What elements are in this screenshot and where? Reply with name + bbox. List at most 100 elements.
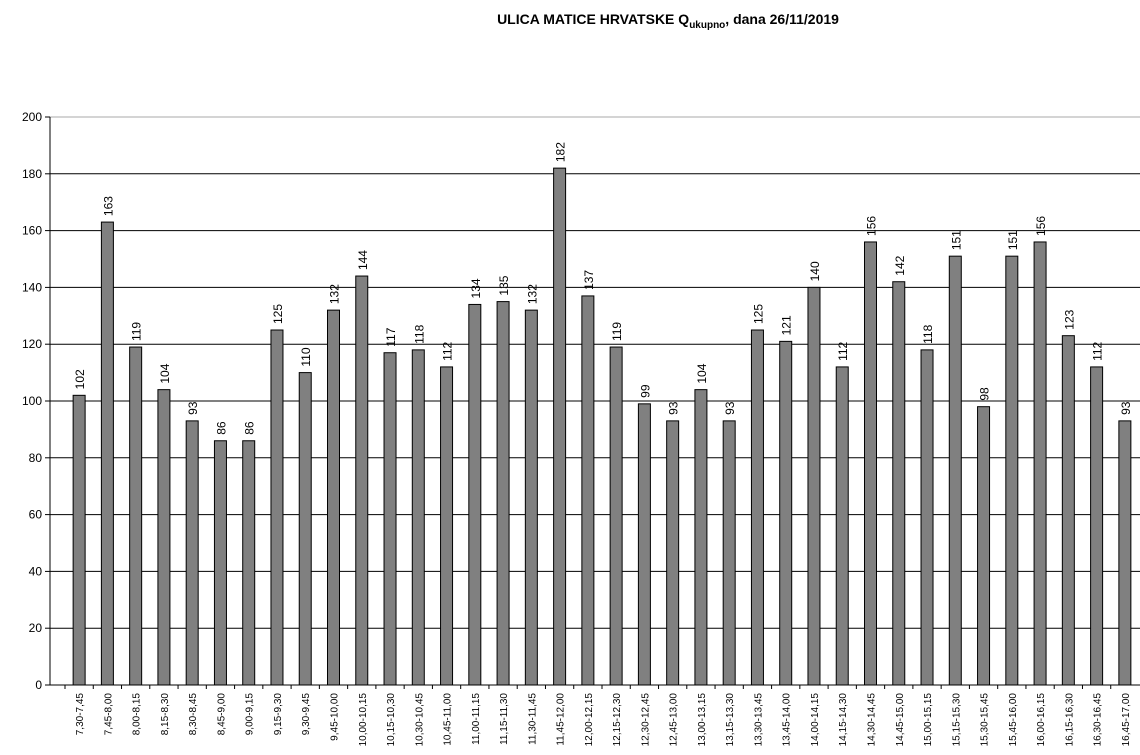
- bar: [411, 349, 425, 686]
- bar: [157, 389, 171, 686]
- bar: [1061, 335, 1075, 686]
- bar: [468, 303, 482, 686]
- bar: [270, 329, 284, 686]
- value-label: 156: [1034, 216, 1048, 236]
- value-label: 117: [384, 327, 398, 346]
- y-tick-label: 100: [22, 394, 42, 408]
- x-tick-label: 9,45-10,00: [330, 693, 341, 741]
- value-label: 142: [893, 255, 907, 275]
- y-tick-label: 160: [22, 224, 42, 238]
- x-tick-label: 11,00-11,15: [471, 693, 482, 745]
- x-tick-label: 8,30-8,45: [188, 693, 199, 736]
- bar: [666, 420, 680, 686]
- value-label: 112: [441, 341, 455, 360]
- x-tick-label: 12,30-12,45: [640, 693, 651, 747]
- bar: [892, 281, 906, 686]
- x-tick-label: 8,15-8,30: [160, 693, 171, 736]
- y-tick-label: 140: [22, 280, 42, 294]
- x-tick-label: 10,30-10,45: [414, 693, 425, 747]
- x-tick-label: 10,15-10,30: [386, 693, 397, 747]
- x-tick-label: 13,45-14,00: [782, 693, 793, 747]
- x-tick-label: 14,45-15,00: [895, 693, 906, 747]
- title-text: ULICA MATICE HRVATSKE Q: [497, 11, 689, 27]
- value-label: 93: [723, 401, 737, 415]
- value-label: 156: [865, 216, 879, 236]
- bar: [383, 352, 397, 686]
- value-label: 163: [101, 196, 115, 216]
- x-tick-label: 10,00-10,15: [358, 693, 369, 747]
- x-tick-label: 14,30-14,45: [867, 693, 878, 747]
- value-label: 99: [638, 384, 652, 398]
- bar: [977, 406, 991, 686]
- bar: [72, 394, 86, 686]
- value-label: 123: [1062, 309, 1076, 329]
- value-label: 104: [695, 363, 709, 383]
- value-label: 119: [610, 322, 624, 341]
- x-tick-label: 13,15-13,30: [725, 693, 736, 747]
- value-label: 104: [158, 363, 172, 383]
- x-tick-label: 11,15-11,30: [499, 693, 510, 745]
- x-tick-label: 16,00-16,15: [1036, 693, 1047, 747]
- value-label: 112: [836, 341, 850, 360]
- x-tick-label: 13,30-13,45: [753, 693, 764, 747]
- value-label: 135: [497, 275, 511, 295]
- y-tick-label: 180: [22, 167, 42, 181]
- bar: [100, 221, 114, 686]
- x-tick-label: 14,00-14,15: [810, 693, 821, 747]
- value-label: 93: [1119, 401, 1133, 415]
- x-tick-label: 16,30-16,45: [1093, 693, 1104, 747]
- value-label: 182: [554, 142, 568, 162]
- bar: [864, 241, 877, 686]
- x-tick-label: 12,00-12,15: [584, 693, 595, 747]
- value-label: 118: [921, 324, 935, 343]
- bar: [750, 329, 764, 686]
- bar: [609, 346, 623, 686]
- x-tick-label: 15,15-15,30: [951, 693, 962, 747]
- bar: [920, 349, 934, 686]
- y-tick-label: 120: [22, 337, 42, 351]
- value-label: 102: [73, 369, 87, 389]
- x-tick-label: 11,45-12,00: [556, 693, 567, 746]
- title-subscript: ukupno: [689, 20, 725, 31]
- x-tick-label: 9,00-9,15: [245, 693, 256, 736]
- x-tick-label: 10,45-11,00: [443, 693, 454, 746]
- bar: [496, 301, 510, 686]
- bar: [185, 420, 199, 686]
- value-label: 132: [328, 284, 342, 304]
- value-label: 112: [1091, 341, 1105, 360]
- value-label: 93: [667, 401, 681, 415]
- x-tick-label: 13,00-13,15: [697, 693, 708, 747]
- x-tick-label: 15,45-16,00: [1008, 693, 1019, 747]
- x-tick-label: 12,45-13,00: [669, 693, 680, 747]
- x-tick-label: 7,45-8,00: [103, 693, 114, 736]
- bar: [722, 420, 736, 686]
- value-label: 151: [949, 230, 963, 250]
- value-label: 86: [214, 421, 228, 435]
- value-label: 151: [1006, 230, 1020, 250]
- bar: [440, 366, 454, 686]
- y-tick-label: 0: [35, 678, 42, 692]
- bar: [553, 167, 567, 686]
- x-tick-label: 8,00-8,15: [132, 693, 143, 736]
- bar: [581, 295, 595, 686]
- x-tick-label: 15,00-15,15: [923, 693, 934, 747]
- bar: [637, 403, 651, 686]
- x-tick-label: 12,15-12,30: [612, 693, 623, 747]
- bar: [1090, 366, 1104, 686]
- y-tick-label: 40: [29, 564, 43, 578]
- x-tick-label: 14,15-14,30: [838, 693, 849, 747]
- y-tick-label: 60: [29, 508, 43, 522]
- bar: [327, 309, 340, 686]
- bar: [1033, 241, 1047, 686]
- value-label: 98: [978, 387, 992, 401]
- value-label: 140: [808, 261, 822, 281]
- bar: [1005, 255, 1019, 686]
- value-label: 125: [751, 304, 765, 324]
- value-label: 121: [780, 315, 794, 335]
- bar: [242, 440, 256, 686]
- value-label: 125: [271, 304, 285, 324]
- x-tick-label: 8,45-9,00: [216, 693, 227, 736]
- x-tick-label: 16,15-16,30: [1064, 693, 1075, 747]
- y-tick-label: 80: [29, 451, 43, 465]
